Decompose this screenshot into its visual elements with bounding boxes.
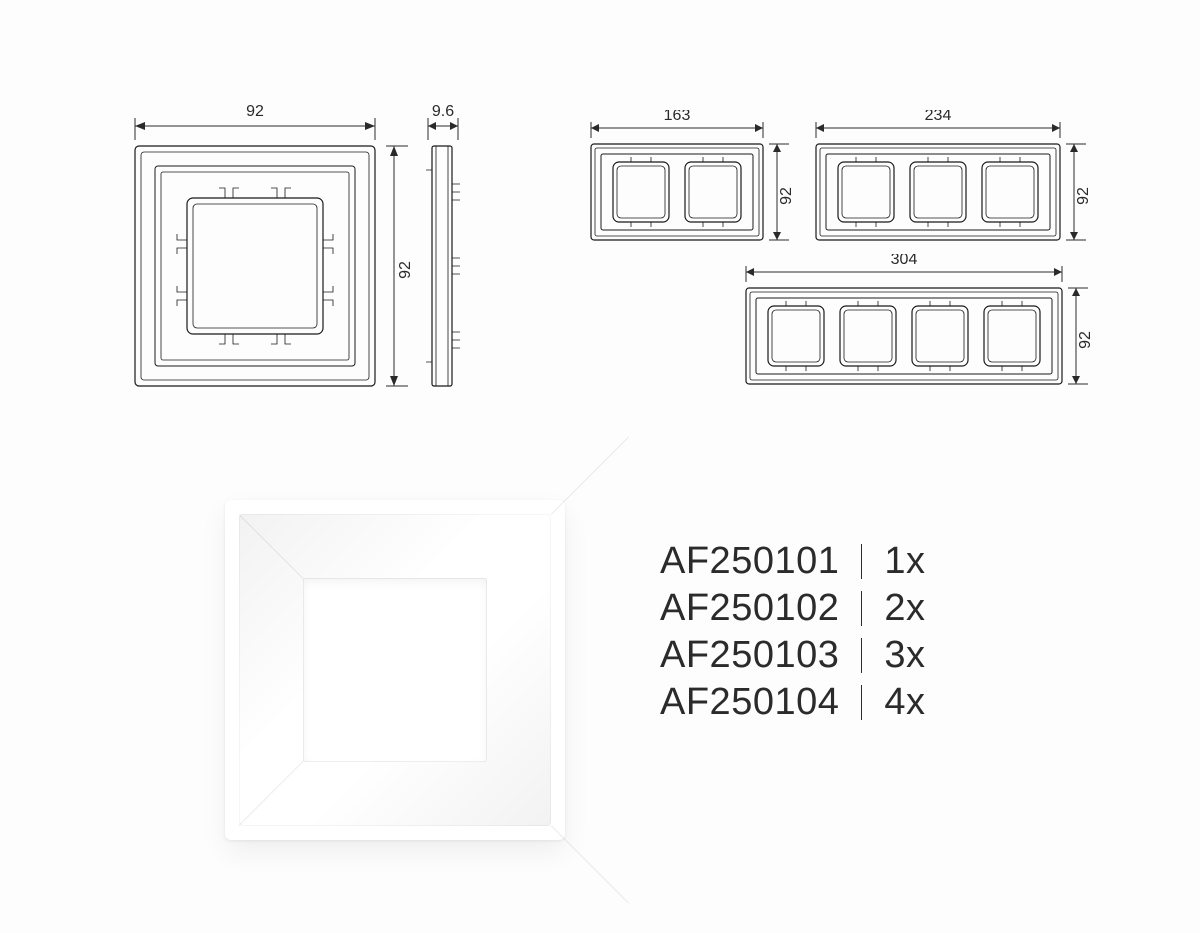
sku-qty: 1x [884,540,925,583]
sku-qty: 2x [884,587,925,630]
dim-width-quad: 304 [746,254,1062,282]
dim-height-quad: 92 [1068,288,1094,384]
sku-code: AF250103 [660,634,839,677]
sku-code: AF250101 [660,540,839,583]
dim-height-double-label: 92 [778,187,795,205]
drawing-quad: 304 92 [740,254,1110,394]
dim-depth-single-label: 9.6 [432,103,454,120]
dim-width-triple-label: 234 [925,110,952,124]
drawing-double: 163 92 [585,110,795,250]
dim-height-single-label: 92 [397,261,414,279]
sku-separator [861,685,862,720]
gang-opening [838,162,1038,222]
dim-width-triple: 234 [816,110,1060,138]
sku-qty: 4x [884,681,925,724]
sku-table: AF250101 1x AF250102 2x AF250103 3x AF25… [660,540,926,724]
dim-width-double: 163 [591,110,763,138]
dim-height-quad-label: 92 [1077,331,1094,349]
sku-separator [861,638,862,673]
sku-separator [861,544,862,579]
drawing-triple: 234 92 [810,110,1100,250]
sku-code: AF250102 [660,587,839,630]
dim-depth-single: 9.6 [428,103,458,140]
dim-width-single-label: 92 [246,103,264,120]
clip-marks [177,188,333,344]
gang-opening [613,162,741,222]
dim-width-quad-label: 304 [891,254,918,268]
sku-code: AF250104 [660,681,839,724]
diagram-canvas: 92 92 [0,0,1200,933]
dim-height-double: 92 [769,144,795,240]
dim-height-triple: 92 [1066,144,1092,240]
dim-width-double-label: 163 [664,110,691,124]
product-render [225,500,565,840]
dim-height-single: 92 [380,140,420,400]
gang-opening [768,306,1040,366]
dim-width-single: 92 [135,103,375,140]
sku-qty: 3x [884,634,925,677]
dim-height-triple-label: 92 [1075,187,1092,205]
sku-separator [861,591,862,626]
drawing-single-side: 9.6 [418,100,478,410]
drawing-single-front: 92 [115,100,395,410]
